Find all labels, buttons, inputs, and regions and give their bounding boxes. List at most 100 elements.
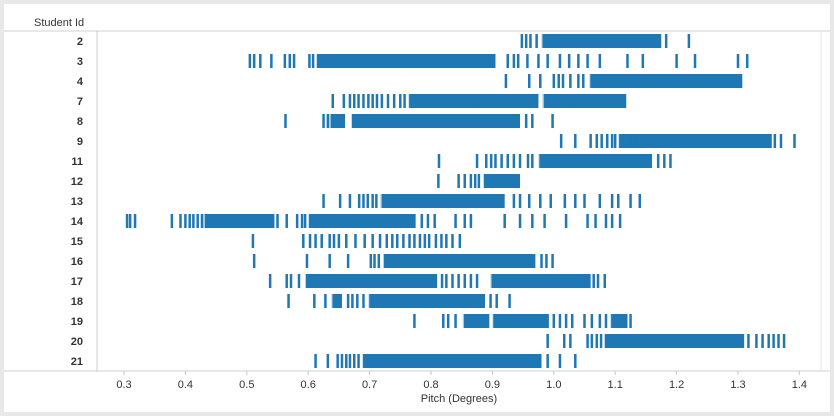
pitch-tick-mark[interactable] — [284, 114, 287, 128]
pitch-tick-mark[interactable] — [793, 134, 796, 148]
pitch-tick-mark[interactable] — [489, 154, 493, 168]
pitch-tick-mark[interactable] — [373, 254, 376, 268]
pitch-range-bar[interactable] — [331, 294, 342, 308]
pitch-tick-mark[interactable] — [586, 334, 589, 348]
pitch-tick-mark[interactable] — [574, 134, 577, 148]
pitch-tick-mark[interactable] — [647, 134, 651, 148]
pitch-tick-mark[interactable] — [531, 214, 534, 228]
pitch-range-bar[interactable] — [610, 314, 628, 328]
pitch-range-bar[interactable] — [492, 314, 549, 328]
pitch-range-bar[interactable] — [383, 254, 536, 268]
pitch-tick-mark[interactable] — [617, 194, 620, 208]
pitch-tick-mark[interactable] — [518, 194, 522, 208]
pitch-tick-mark[interactable] — [292, 54, 296, 68]
pitch-tick-mark[interactable] — [595, 334, 599, 348]
pitch-tick-mark[interactable] — [259, 54, 262, 68]
pitch-tick-mark[interactable] — [535, 34, 538, 48]
pitch-tick-mark[interactable] — [402, 234, 405, 248]
pitch-tick-mark[interactable] — [445, 274, 448, 288]
pitch-tick-mark[interactable] — [663, 154, 666, 168]
pitch-tick-mark[interactable] — [248, 54, 252, 68]
pitch-tick-mark[interactable] — [693, 54, 697, 68]
pitch-tick-mark[interactable] — [506, 54, 510, 68]
pitch-tick-mark[interactable] — [569, 334, 572, 348]
pitch-tick-mark[interactable] — [336, 354, 339, 368]
pitch-tick-mark[interactable] — [477, 174, 481, 188]
pitch-tick-mark[interactable] — [328, 254, 331, 268]
pitch-tick-mark[interactable] — [474, 94, 478, 108]
pitch-tick-mark[interactable] — [311, 54, 315, 68]
pitch-tick-mark[interactable] — [687, 34, 691, 48]
pitch-range-bar[interactable] — [589, 74, 743, 88]
pitch-tick-mark[interactable] — [413, 314, 416, 328]
pitch-tick-mark[interactable] — [600, 134, 603, 148]
pitch-tick-mark[interactable] — [313, 294, 316, 308]
pitch-tick-mark[interactable] — [418, 234, 422, 248]
pitch-tick-mark[interactable] — [125, 214, 129, 228]
pitch-tick-mark[interactable] — [625, 134, 628, 148]
pitch-tick-mark[interactable] — [285, 274, 288, 288]
pitch-tick-mark[interactable] — [564, 214, 568, 228]
pitch-tick-mark[interactable] — [451, 234, 454, 248]
pitch-tick-mark[interactable] — [543, 214, 546, 228]
pitch-tick-mark[interactable] — [518, 214, 522, 228]
pitch-tick-mark[interactable] — [610, 194, 614, 208]
pitch-tick-mark[interactable] — [377, 254, 381, 268]
pitch-tick-mark[interactable] — [485, 154, 488, 168]
pitch-tick-mark[interactable] — [338, 194, 342, 208]
pitch-tick-mark[interactable] — [362, 94, 365, 108]
pitch-tick-mark[interactable] — [567, 54, 571, 68]
pitch-tick-mark[interactable] — [326, 114, 330, 128]
pitch-tick-mark[interactable] — [767, 334, 770, 348]
pitch-tick-mark[interactable] — [736, 54, 740, 68]
pitch-range-bar[interactable] — [490, 274, 591, 288]
pitch-tick-mark[interactable] — [574, 194, 577, 208]
pitch-tick-mark[interactable] — [302, 234, 305, 248]
pitch-tick-mark[interactable] — [626, 54, 629, 68]
pitch-tick-mark[interactable] — [761, 334, 764, 348]
pitch-tick-mark[interactable] — [546, 334, 549, 348]
pitch-tick-mark[interactable] — [297, 274, 301, 288]
pitch-tick-mark[interactable] — [283, 54, 287, 68]
pitch-tick-mark[interactable] — [777, 334, 780, 348]
pitch-tick-mark[interactable] — [371, 234, 374, 248]
pitch-range-bar[interactable] — [316, 54, 496, 68]
pitch-tick-mark[interactable] — [549, 194, 552, 208]
pitch-tick-mark[interactable] — [558, 54, 562, 68]
pitch-tick-mark[interactable] — [598, 54, 602, 68]
pitch-tick-mark[interactable] — [469, 174, 473, 188]
pitch-tick-mark[interactable] — [413, 234, 416, 248]
pitch-tick-mark[interactable] — [599, 334, 603, 348]
pitch-tick-mark[interactable] — [605, 134, 609, 148]
pitch-tick-mark[interactable] — [546, 54, 549, 68]
pitch-range-bar[interactable] — [483, 174, 521, 188]
pitch-tick-mark[interactable] — [357, 194, 361, 208]
pitch-tick-mark[interactable] — [773, 134, 777, 148]
pitch-tick-mark[interactable] — [546, 94, 549, 108]
pitch-tick-mark[interactable] — [458, 234, 462, 248]
pitch-tick-mark[interactable] — [664, 34, 668, 48]
pitch-tick-mark[interactable] — [170, 214, 174, 228]
pitch-tick-mark[interactable] — [340, 354, 344, 368]
pitch-tick-mark[interactable] — [656, 154, 660, 168]
pitch-range-bar[interactable] — [368, 294, 486, 308]
pitch-tick-mark[interactable] — [745, 54, 749, 68]
pitch-tick-mark[interactable] — [475, 154, 479, 168]
pitch-tick-mark[interactable] — [604, 214, 608, 228]
pitch-tick-mark[interactable] — [303, 214, 307, 228]
pitch-tick-mark[interactable] — [675, 54, 678, 68]
pitch-tick-mark[interactable] — [133, 214, 137, 228]
pitch-tick-mark[interactable] — [357, 94, 360, 108]
pitch-tick-mark[interactable] — [592, 274, 595, 288]
pitch-range-bar[interactable] — [308, 214, 416, 228]
pitch-tick-mark[interactable] — [314, 234, 317, 248]
pitch-tick-mark[interactable] — [563, 194, 567, 208]
pitch-tick-mark[interactable] — [539, 194, 542, 208]
pitch-tick-mark[interactable] — [552, 74, 556, 88]
pitch-tick-mark[interactable] — [399, 94, 402, 108]
pitch-range-bar[interactable] — [351, 114, 521, 128]
pitch-tick-mark[interactable] — [252, 54, 256, 68]
pitch-tick-mark[interactable] — [427, 234, 431, 248]
pitch-tick-mark[interactable] — [495, 294, 498, 308]
pitch-tick-mark[interactable] — [285, 214, 288, 228]
